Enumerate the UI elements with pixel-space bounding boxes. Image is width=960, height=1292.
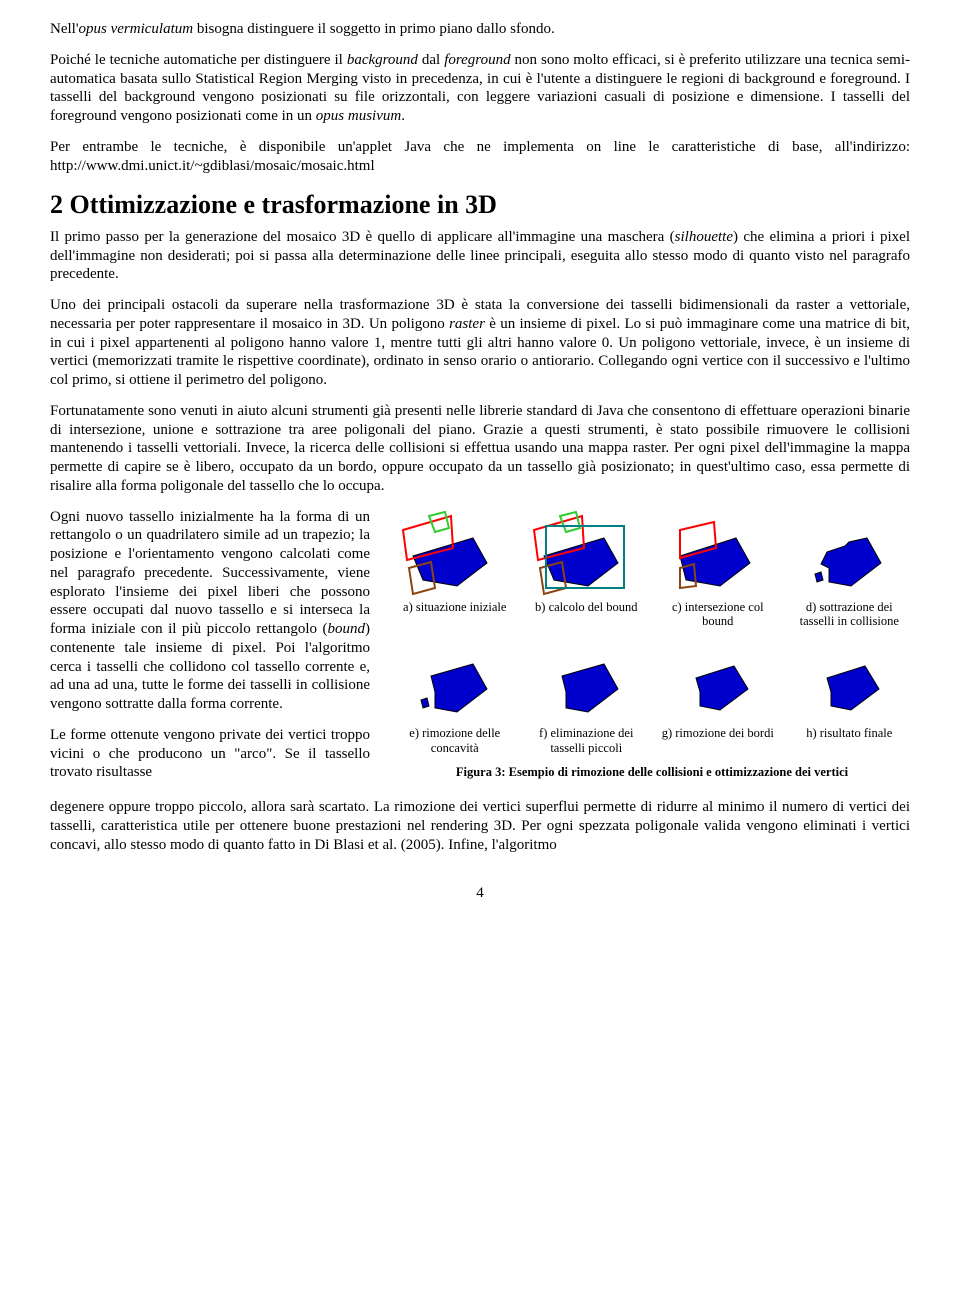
- text: Il primo passo per la generazione del mo…: [50, 229, 675, 245]
- paragraph-techniques: Poiché le tecniche automatiche per disti…: [50, 51, 910, 126]
- term-raster: raster: [449, 316, 485, 332]
- figure-3-title: Figura 3: Esempio di rimozione delle col…: [394, 765, 910, 781]
- term-background: background: [347, 52, 418, 68]
- paragraph-first-step: Il primo passo per la generazione del mo…: [50, 228, 910, 284]
- term-foreground: foreground: [444, 52, 510, 68]
- caption-f: f) eliminazione dei tasselli piccoli: [526, 726, 648, 755]
- figure-panel-c: c) intersezione col bound: [657, 508, 779, 629]
- text: Le forme ottenute vengono private dei ve…: [50, 727, 370, 781]
- figure-panel-f: f) eliminazione dei tasselli piccoli: [526, 634, 648, 755]
- text: Nell'opus vermiculatum bisogna distingue…: [50, 21, 555, 37]
- term-silhouette: silhouette: [675, 229, 733, 245]
- paragraph-java-tools: Fortunatamente sono venuti in aiuto alcu…: [50, 402, 910, 496]
- caption-e: e) rimozione delle concavità: [394, 726, 516, 755]
- caption-a: a) situazione iniziale: [403, 600, 506, 628]
- text: dal: [418, 52, 444, 68]
- section-heading: 2 Ottimizzazione e trasformazione in 3D: [50, 189, 910, 222]
- figure-panel-h: h) risultato finale: [789, 634, 911, 755]
- figure-panel-a: a) situazione iniziale: [394, 508, 516, 629]
- term-opus-musivum: opus musivum: [316, 108, 401, 124]
- caption-b: b) calcolo del bound: [535, 600, 637, 628]
- paragraph-shapes: Le forme ottenute vengono private dei ve…: [50, 726, 370, 782]
- figure-panel-d: d) sottrazione dei tasselli in collision…: [789, 508, 911, 629]
- caption-d: d) sottrazione dei tasselli in collision…: [789, 600, 911, 629]
- term-bound: bound: [328, 621, 366, 637]
- figure-3-grid: a) situazione iniziale b) calcolo del bo…: [394, 508, 910, 787]
- caption-h: h) risultato finale: [806, 726, 892, 754]
- text: .: [401, 108, 405, 124]
- paragraph-new-tile: Ogni nuovo tassello inizialmente ha la f…: [50, 508, 370, 714]
- figure-panel-g: g) rimozione dei bordi: [657, 634, 779, 755]
- page-number: 4: [50, 884, 910, 903]
- figure-panel-b: b) calcolo del bound: [526, 508, 648, 629]
- paragraph-applet: Per entrambe le tecniche, è disponibile …: [50, 138, 910, 176]
- figure-panel-e: e) rimozione delle concavità: [394, 634, 516, 755]
- caption-g: g) rimozione dei bordi: [662, 726, 774, 754]
- paragraph-continued: degenere oppure troppo piccolo, allora s…: [50, 798, 910, 854]
- text: Ogni nuovo tassello inizialmente ha la f…: [50, 509, 370, 638]
- caption-c: c) intersezione col bound: [657, 600, 779, 629]
- paragraph-opus-vermiculatum: Nell'opus vermiculatum bisogna distingue…: [50, 20, 910, 39]
- paragraph-raster-vector: Uno dei principali ostacoli da superare …: [50, 296, 910, 390]
- text: Poiché le tecniche automatiche per disti…: [50, 52, 347, 68]
